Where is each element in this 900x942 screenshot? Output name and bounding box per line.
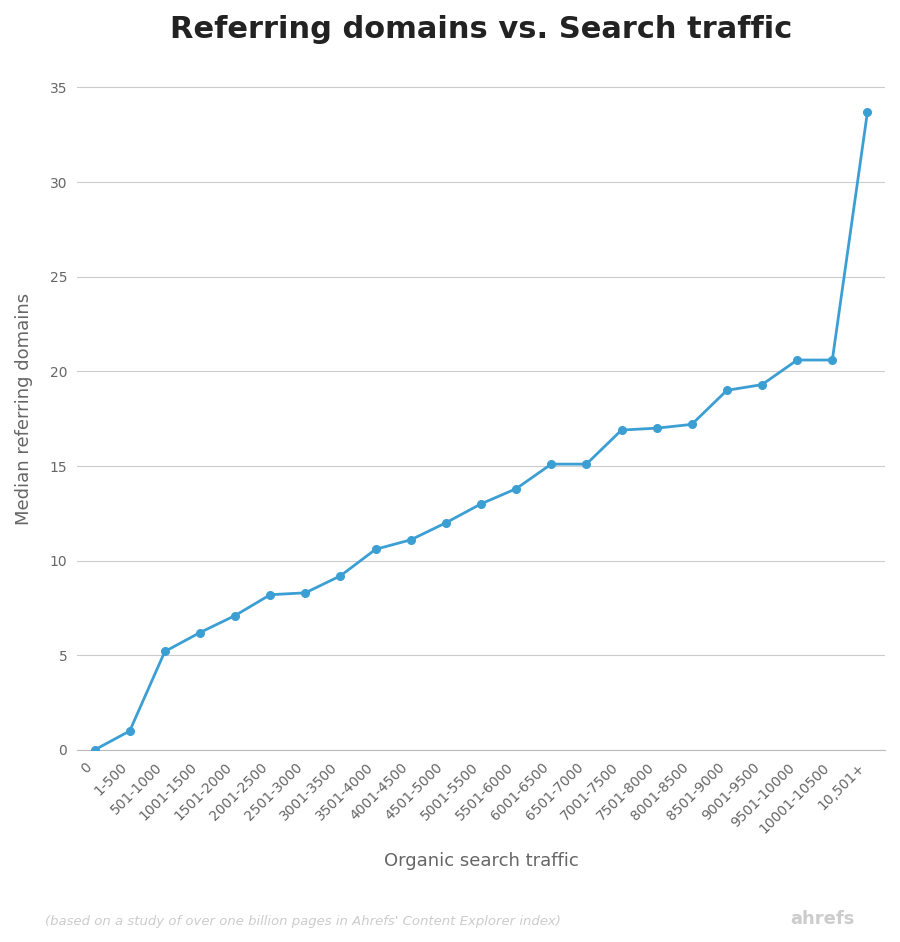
- Text: ahrefs: ahrefs: [790, 910, 855, 928]
- Y-axis label: Median referring domains: Median referring domains: [15, 293, 33, 526]
- X-axis label: Organic search traffic: Organic search traffic: [383, 853, 579, 870]
- Text: (based on a study of over one billion pages in Ahrefs' Content Explorer index): (based on a study of over one billion pa…: [45, 915, 561, 928]
- Title: Referring domains vs. Search traffic: Referring domains vs. Search traffic: [170, 15, 792, 44]
